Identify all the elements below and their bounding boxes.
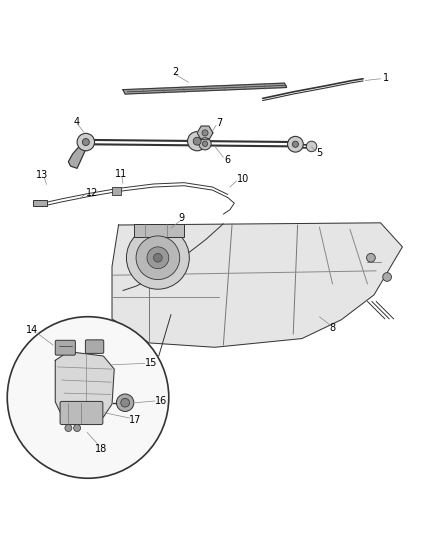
Circle shape xyxy=(383,272,392,281)
Text: 6: 6 xyxy=(225,155,231,165)
Circle shape xyxy=(82,139,89,146)
Circle shape xyxy=(77,133,95,151)
Circle shape xyxy=(199,138,211,150)
FancyBboxPatch shape xyxy=(85,340,104,353)
Polygon shape xyxy=(112,223,403,348)
Polygon shape xyxy=(55,352,114,420)
Text: 16: 16 xyxy=(155,396,167,406)
Polygon shape xyxy=(123,83,287,94)
Polygon shape xyxy=(68,140,88,168)
Circle shape xyxy=(193,138,201,145)
Text: 7: 7 xyxy=(216,118,222,128)
Circle shape xyxy=(65,425,72,432)
Circle shape xyxy=(117,394,134,411)
Circle shape xyxy=(136,236,180,280)
Circle shape xyxy=(147,247,169,269)
Circle shape xyxy=(7,317,169,478)
Text: 2: 2 xyxy=(172,67,178,77)
Text: 12: 12 xyxy=(86,188,98,198)
Circle shape xyxy=(153,253,162,262)
Text: 15: 15 xyxy=(145,358,158,368)
Text: 1: 1 xyxy=(383,73,389,83)
Bar xyxy=(112,187,121,195)
Circle shape xyxy=(306,141,317,152)
FancyBboxPatch shape xyxy=(60,401,103,425)
Circle shape xyxy=(74,425,81,432)
Bar xyxy=(134,224,184,237)
Circle shape xyxy=(202,141,208,147)
Text: 9: 9 xyxy=(179,214,185,223)
Text: 14: 14 xyxy=(26,325,38,335)
Text: 4: 4 xyxy=(74,117,80,127)
Text: 18: 18 xyxy=(95,444,107,454)
Circle shape xyxy=(202,130,208,136)
Text: 17: 17 xyxy=(129,415,141,425)
Text: 13: 13 xyxy=(36,170,48,180)
Circle shape xyxy=(367,253,375,262)
Text: 10: 10 xyxy=(237,174,249,184)
Circle shape xyxy=(288,136,303,152)
Text: 8: 8 xyxy=(329,322,336,333)
Bar xyxy=(33,200,46,206)
Circle shape xyxy=(127,227,189,289)
Text: 11: 11 xyxy=(115,169,127,179)
Circle shape xyxy=(121,398,130,407)
Polygon shape xyxy=(197,126,213,140)
FancyBboxPatch shape xyxy=(55,340,75,355)
Circle shape xyxy=(187,132,207,151)
Circle shape xyxy=(292,141,298,147)
Text: 5: 5 xyxy=(316,148,322,158)
